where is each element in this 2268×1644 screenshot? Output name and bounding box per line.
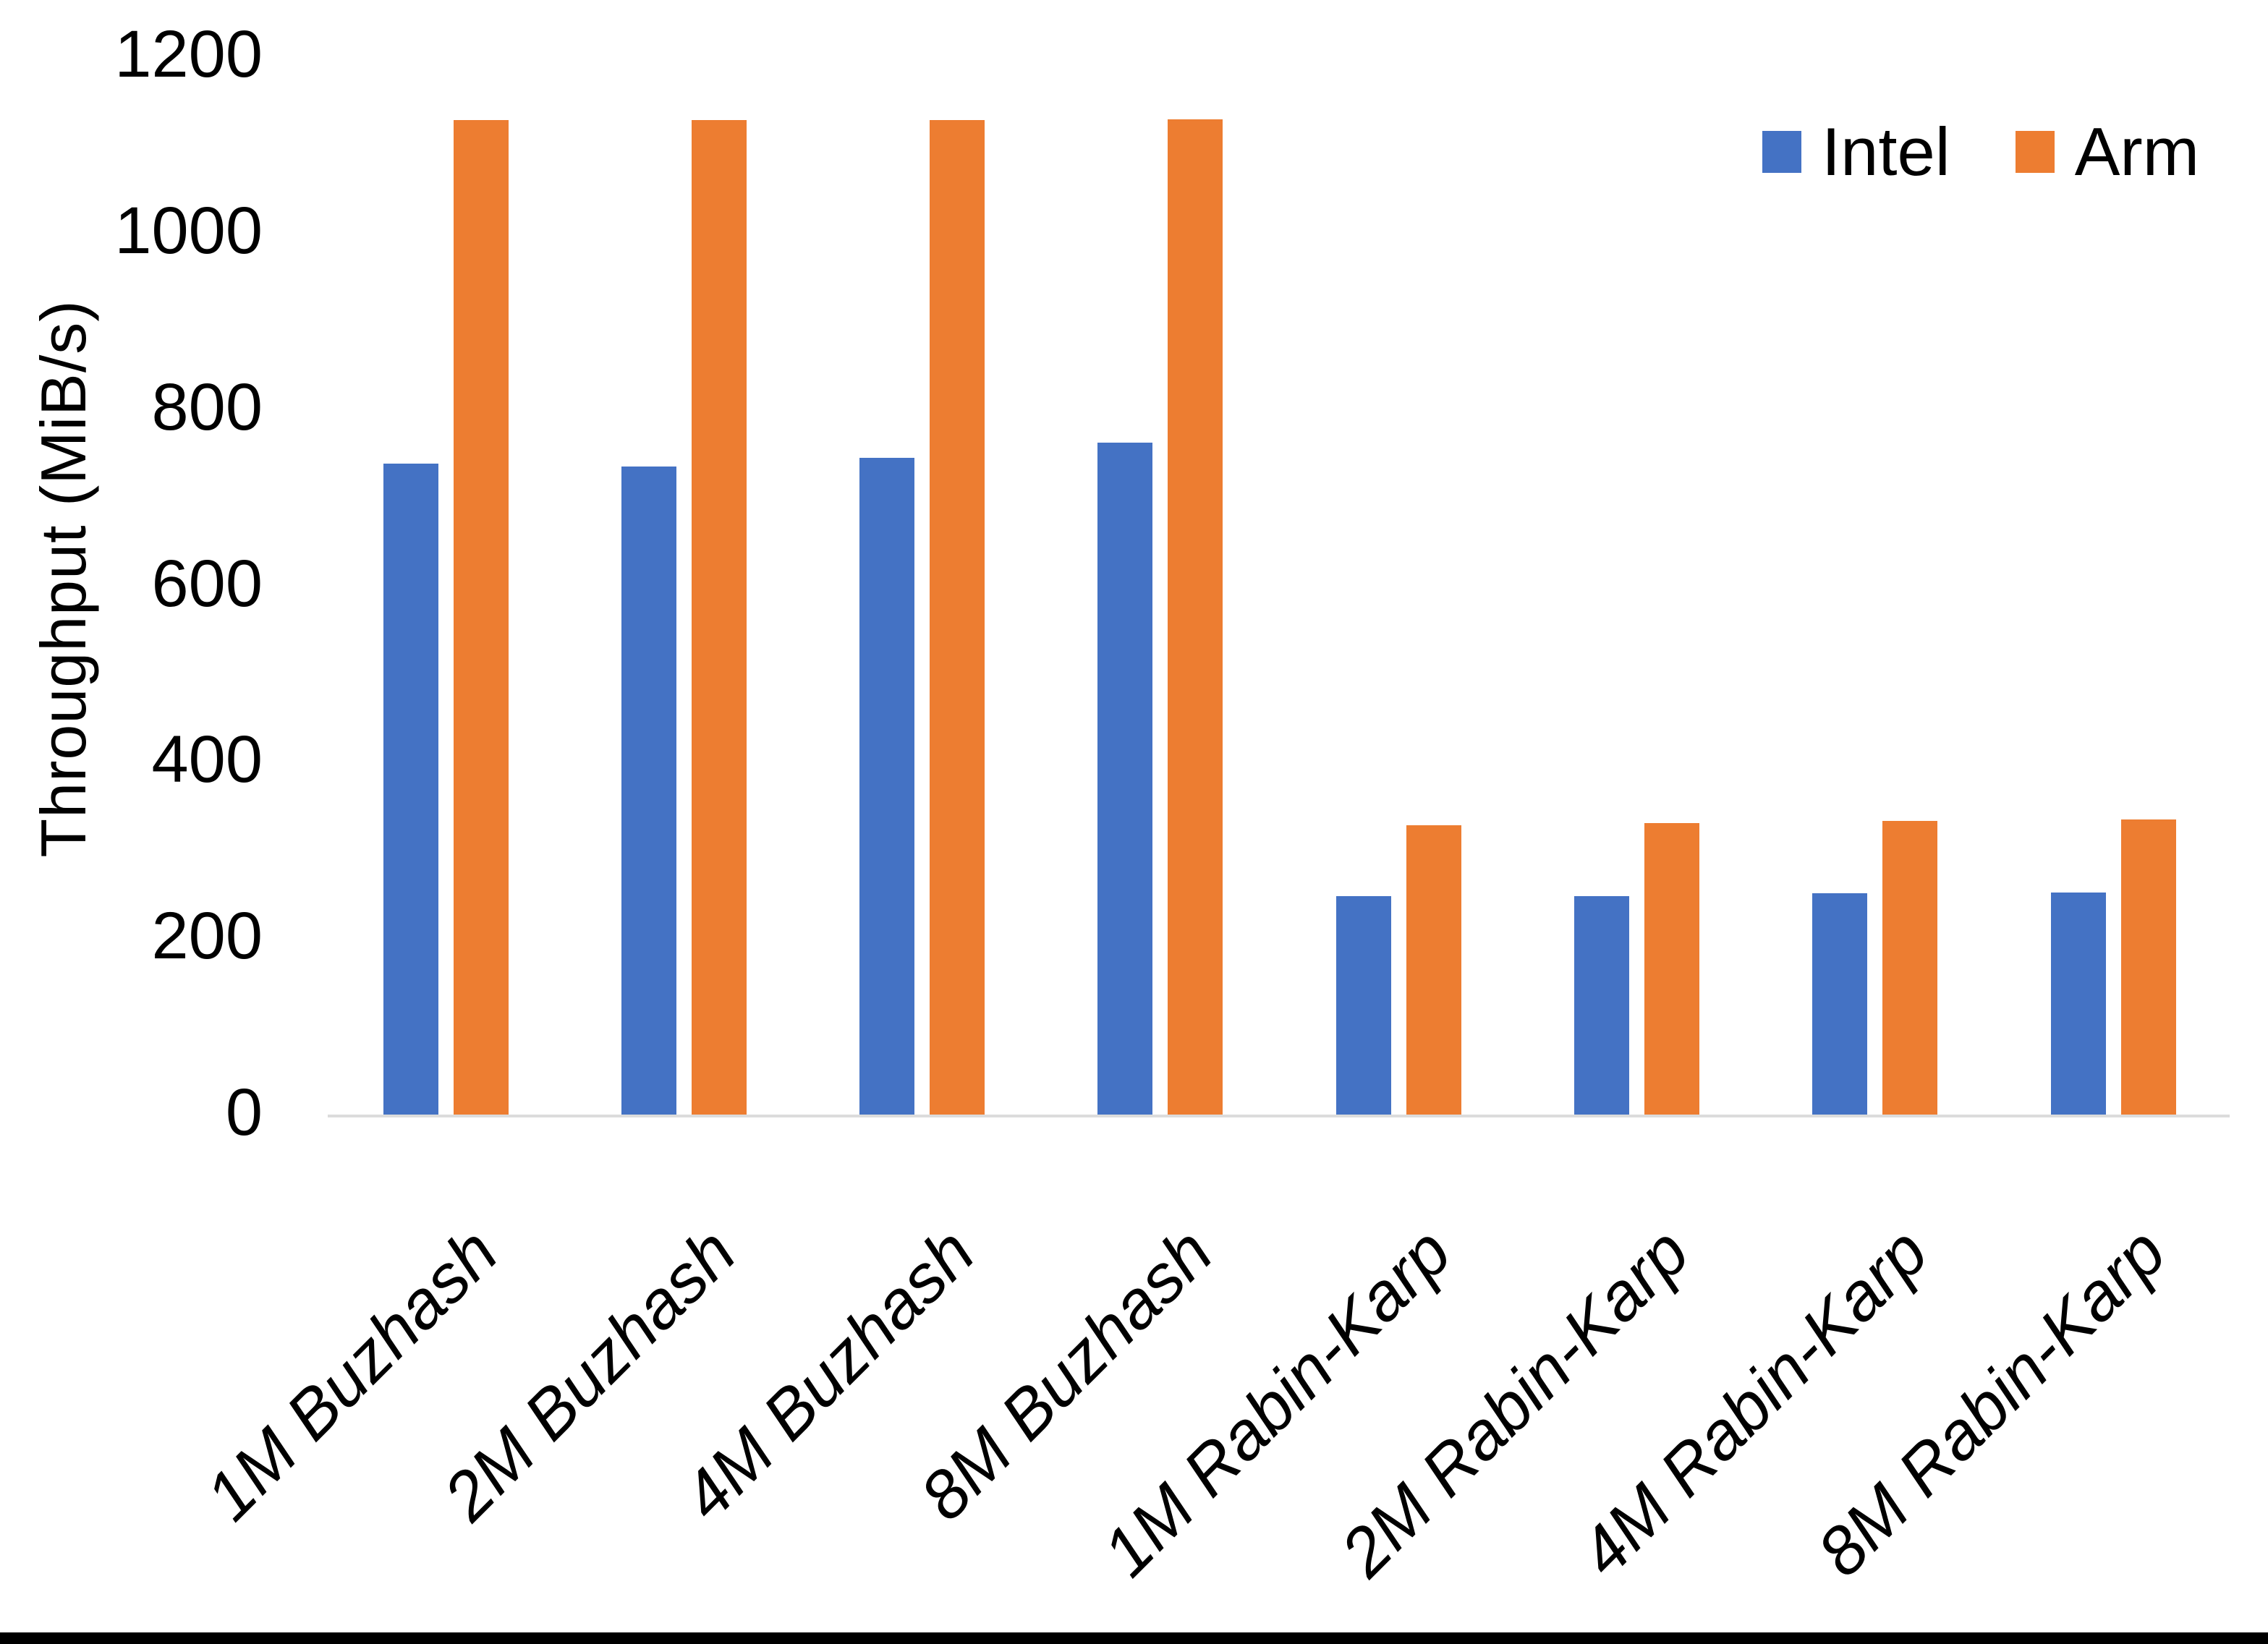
bar-arm-2m-rabin-karp bbox=[1644, 823, 1699, 1115]
bar-intel-8m-buzhash bbox=[1097, 443, 1153, 1115]
bar-arm-4m-buzhash bbox=[930, 120, 985, 1115]
legend-item-arm: Arm bbox=[2015, 114, 2199, 189]
bar-intel-1m-buzhash bbox=[383, 464, 438, 1115]
bar-arm-1m-buzhash bbox=[453, 120, 509, 1115]
bar-intel-4m-rabin-karp bbox=[1812, 893, 1868, 1115]
bar-arm-8m-rabin-karp bbox=[2120, 819, 2176, 1115]
y-axis-tick-label: 200 bbox=[151, 899, 263, 974]
y-axis-tick-label: 800 bbox=[151, 370, 263, 445]
bar-arm-2m-buzhash bbox=[691, 120, 747, 1115]
arm-legend-label: Arm bbox=[2074, 114, 2199, 189]
arm-series-swatch bbox=[2015, 131, 2055, 173]
bar-arm-4m-rabin-karp bbox=[1882, 821, 1938, 1115]
intel-series-swatch bbox=[1762, 131, 1801, 173]
legend-item-intel: Intel bbox=[1762, 118, 1950, 186]
bar-intel-2m-buzhash bbox=[621, 467, 676, 1115]
bar-intel-8m-rabin-karp bbox=[2050, 893, 2106, 1115]
bar-intel-2m-rabin-karp bbox=[1574, 896, 1629, 1115]
y-axis-tick-label: 600 bbox=[151, 547, 263, 621]
bar-intel-4m-buzhash bbox=[859, 458, 915, 1115]
bottom-border bbox=[0, 1632, 2268, 1644]
y-axis-tick-label: 1000 bbox=[114, 194, 263, 268]
y-axis-tick-label: 1200 bbox=[114, 17, 263, 92]
bar-arm-8m-buzhash bbox=[1168, 119, 1223, 1115]
intel-legend-label: Intel bbox=[1822, 114, 1950, 189]
y-axis-tick-label: 0 bbox=[225, 1076, 263, 1150]
bar-intel-1m-rabin-karp bbox=[1335, 896, 1391, 1115]
x-axis-line bbox=[328, 1115, 2230, 1117]
bar-arm-1m-rabin-karp bbox=[1406, 825, 1461, 1115]
legend: Intel Arm bbox=[1762, 118, 2199, 186]
y-axis-tick-label: 400 bbox=[151, 723, 263, 797]
